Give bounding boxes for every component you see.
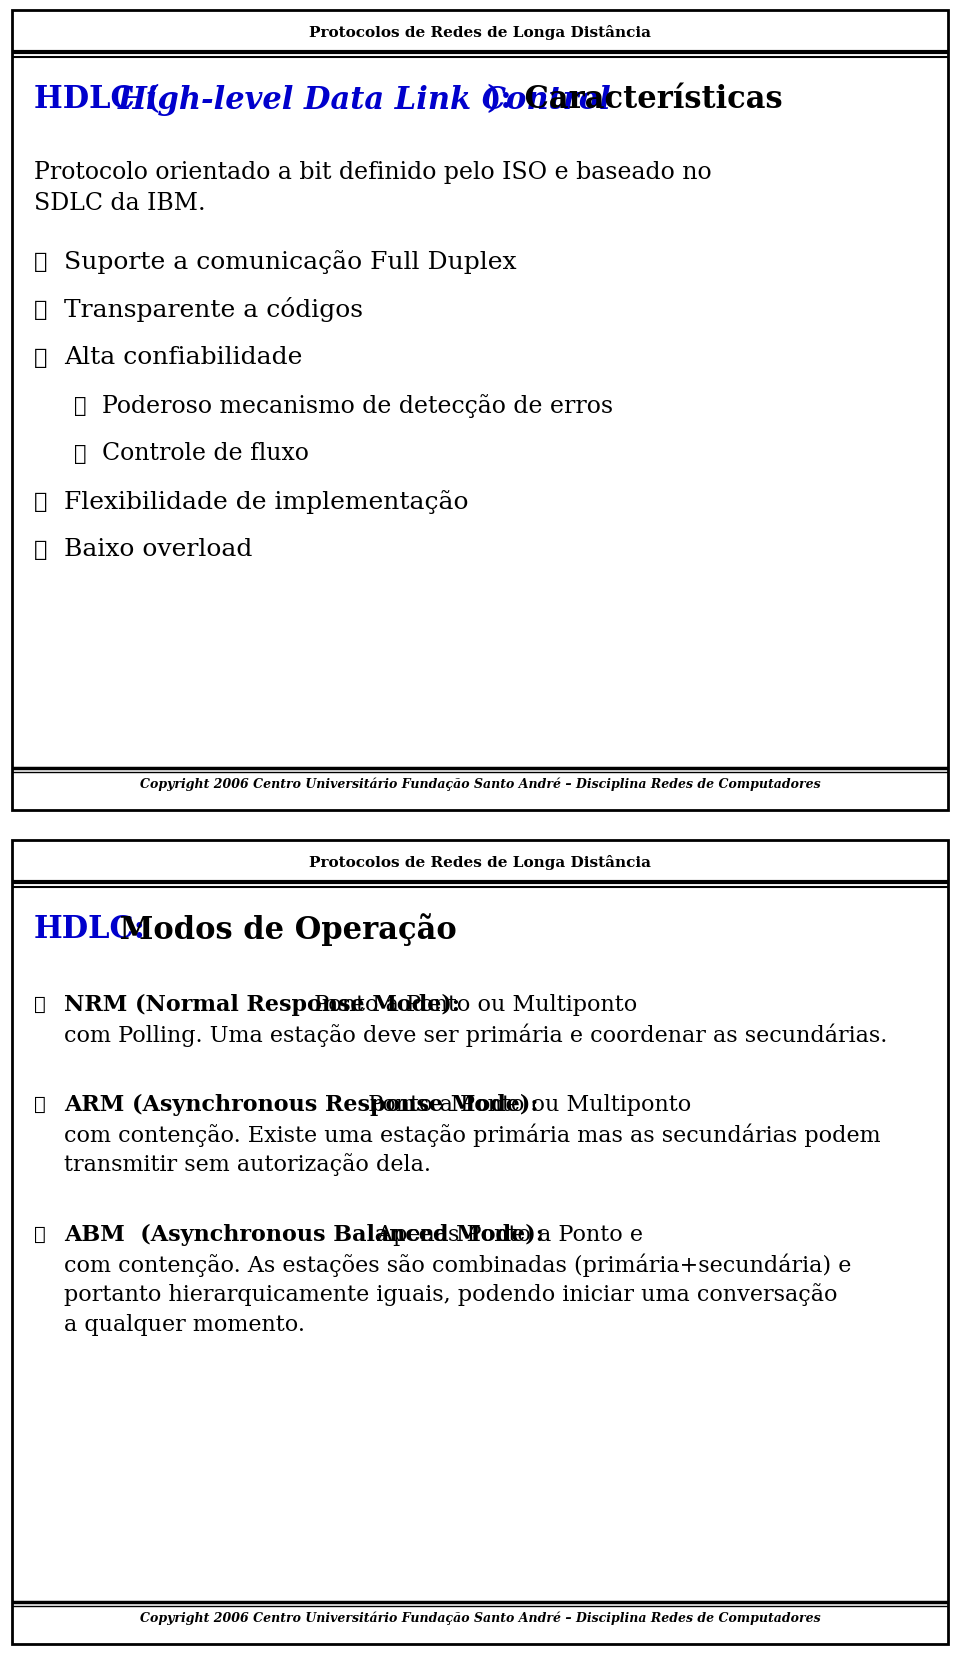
Text: ➤: ➤ <box>34 347 47 369</box>
Text: Copyright 2006 Centro Universitário Fundação Santo André – Disciplina Redes de C: Copyright 2006 Centro Universitário Fund… <box>140 777 820 791</box>
Text: High-level Data Link Control: High-level Data Link Control <box>118 84 612 116</box>
Text: ➤: ➤ <box>34 539 47 561</box>
Bar <box>12 840 948 1644</box>
Text: ➤: ➤ <box>34 251 47 273</box>
Text: Protocolos de Redes de Longa Distância: Protocolos de Redes de Longa Distância <box>309 855 651 870</box>
Text: Copyright 2006 Centro Universitário Fundação Santo André – Disciplina Redes de C: Copyright 2006 Centro Universitário Fund… <box>140 1611 820 1624</box>
Text: Ponto a Ponto ou Multiponto: Ponto a Ponto ou Multiponto <box>307 994 637 1016</box>
Text: ➤: ➤ <box>34 996 46 1014</box>
Text: a qualquer momento.: a qualquer momento. <box>64 1313 305 1336</box>
Text: ➤: ➤ <box>34 491 47 513</box>
Text: Modos de Operação: Modos de Operação <box>109 913 457 946</box>
Text: Ponto a Ponto ou Multiponto: Ponto a Ponto ou Multiponto <box>361 1093 691 1116</box>
Text: portanto hierarquicamente iguais, podendo iniciar uma conversação: portanto hierarquicamente iguais, podend… <box>64 1284 837 1307</box>
Text: transmitir sem autorização dela.: transmitir sem autorização dela. <box>64 1153 431 1176</box>
Text: SDLC da IBM.: SDLC da IBM. <box>34 192 205 215</box>
Text: Controle de fluxo: Controle de fluxo <box>102 443 309 465</box>
Text: com contenção. As estações são combinadas (primária+secundária) e: com contenção. As estações são combinada… <box>64 1254 852 1277</box>
Text: Características: Características <box>514 84 782 116</box>
Text: Protocolos de Redes de Longa Distância: Protocolos de Redes de Longa Distância <box>309 25 651 40</box>
Text: ➤: ➤ <box>74 445 86 463</box>
Text: Suporte a comunicação Full Duplex: Suporte a comunicação Full Duplex <box>64 250 516 275</box>
Bar <box>12 10 948 810</box>
Text: ABM  (Asynchronous Balanced Mode):: ABM (Asynchronous Balanced Mode): <box>64 1224 544 1245</box>
Text: ARM (Asynchronous Response Mode):: ARM (Asynchronous Response Mode): <box>64 1093 539 1116</box>
Text: NRM (Normal Response Mode):: NRM (Normal Response Mode): <box>64 994 460 1016</box>
Text: HDLC:: HDLC: <box>34 915 146 946</box>
Text: Alta confiabilidade: Alta confiabilidade <box>64 346 302 369</box>
Text: Apenas Ponto a Ponto e: Apenas Ponto a Ponto e <box>370 1224 643 1245</box>
Text: ):: ): <box>486 84 512 116</box>
Text: com Polling. Uma estação deve ser primária e coordenar as secundárias.: com Polling. Uma estação deve ser primár… <box>64 1024 887 1047</box>
Text: ➤: ➤ <box>34 1226 46 1244</box>
Text: Poderoso mecanismo de detecção de erros: Poderoso mecanismo de detecção de erros <box>102 394 613 418</box>
Text: Flexibilidade de implementação: Flexibilidade de implementação <box>64 490 468 514</box>
Text: ➤: ➤ <box>34 299 47 321</box>
Text: Protocolo orientado a bit definido pelo ISO e baseado no: Protocolo orientado a bit definido pelo … <box>34 160 711 184</box>
Text: Baixo overload: Baixo overload <box>64 539 252 561</box>
Text: Transparente a códigos: Transparente a códigos <box>64 298 363 323</box>
Text: HDLC (: HDLC ( <box>34 84 159 116</box>
Text: ➤: ➤ <box>34 1097 46 1115</box>
Text: ➤: ➤ <box>74 397 86 415</box>
Text: com contenção. Existe uma estação primária mas as secundárias podem: com contenção. Existe uma estação primár… <box>64 1123 880 1146</box>
